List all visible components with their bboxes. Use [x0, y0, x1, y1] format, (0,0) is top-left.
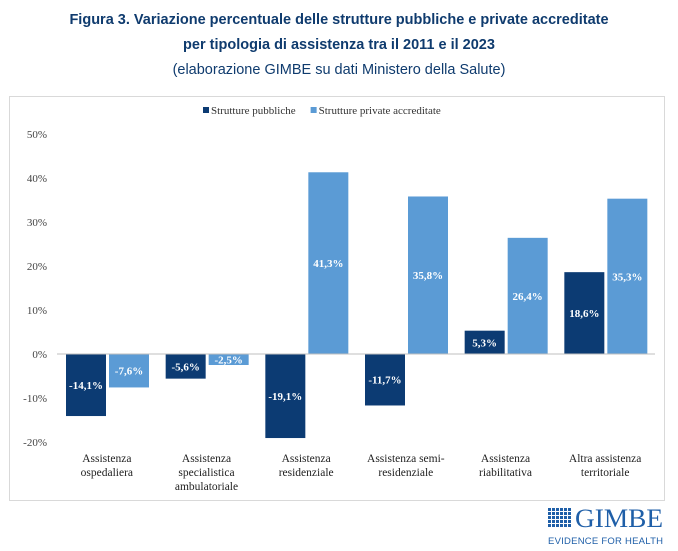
- logo-dot: [556, 508, 559, 511]
- logo-name: GIMBE: [575, 504, 663, 533]
- logo-dot: [560, 516, 563, 519]
- logo-dot: [552, 524, 555, 527]
- logo-tagline: EVIDENCE FOR HEALTH: [548, 536, 663, 547]
- bar: [365, 354, 405, 406]
- logo-dot: [552, 516, 555, 519]
- x-tick-label: residenziale: [378, 467, 433, 479]
- x-tick-label: Altra assistenza: [569, 453, 642, 465]
- y-tick-label: -20%: [23, 437, 47, 449]
- data-label: -2,5%: [214, 355, 242, 367]
- logo-dot: [560, 520, 563, 523]
- logo-dot: [556, 520, 559, 523]
- x-tick-label: Assistenza: [182, 453, 231, 465]
- logo-dot: [560, 524, 563, 527]
- y-tick-label: -10%: [23, 393, 47, 405]
- logo-dot: [560, 512, 563, 515]
- bar: [408, 196, 448, 354]
- x-tick-label: territoriale: [581, 467, 630, 479]
- legend-swatch: [310, 107, 317, 113]
- chart-frame: [9, 96, 665, 501]
- logo-dot: [548, 520, 551, 523]
- data-label: -5,6%: [171, 361, 199, 373]
- legend-swatch: [203, 107, 209, 113]
- bar: [607, 198, 648, 354]
- data-label: -7,6%: [115, 366, 143, 378]
- logo-dot: [564, 520, 567, 523]
- logo-dot: [564, 524, 567, 527]
- logo-dot: [564, 512, 567, 515]
- bar: [66, 354, 106, 417]
- logo-dot: [564, 516, 567, 519]
- x-tick-label: residenziale: [279, 467, 334, 479]
- logo-dot: [556, 524, 559, 527]
- logo-dot: [568, 512, 571, 515]
- x-tick-label: Assistenza: [481, 453, 530, 465]
- x-tick-label: Assistenza: [282, 453, 331, 465]
- data-label: 35,3%: [612, 271, 642, 283]
- logo-dot: [552, 512, 555, 515]
- data-label: -19,1%: [268, 391, 302, 403]
- chart-subtitle: (elaborazione GIMBE su dati Ministero de…: [172, 62, 506, 78]
- logo-dot: [568, 516, 571, 519]
- data-label: 41,3%: [313, 258, 343, 270]
- chart-title: Figura 3. Variazione percentuale delle s…: [69, 12, 609, 28]
- y-tick-label: 20%: [27, 261, 47, 273]
- data-label: 18,6%: [569, 308, 599, 320]
- data-label: 5,3%: [472, 337, 497, 349]
- x-tick-label: ambulatoriale: [175, 481, 238, 493]
- bar: [208, 354, 249, 365]
- gimbe-logo: GIMBE EVIDENCE FOR HEALTH: [548, 504, 663, 547]
- bar: [507, 237, 548, 354]
- x-tick-label: Assistenza semi-: [367, 453, 445, 465]
- chart-title-line2: per tipologia di assistenza tra il 2011 …: [183, 37, 495, 53]
- logo-dot: [568, 520, 571, 523]
- logo-dot: [552, 508, 555, 511]
- logo-dot: [552, 520, 555, 523]
- logo-dot: [568, 524, 571, 527]
- bar: [464, 330, 505, 354]
- x-tick-label: riabilitativa: [479, 467, 532, 479]
- x-tick-label: Assistenza: [82, 453, 131, 465]
- y-tick-label: 30%: [27, 217, 47, 229]
- bar: [265, 354, 306, 439]
- y-tick-label: 10%: [27, 305, 47, 317]
- y-tick-label: 50%: [27, 129, 47, 141]
- bar: [109, 354, 149, 388]
- data-label: -14,1%: [69, 380, 103, 392]
- logo-dot: [556, 516, 559, 519]
- data-label: -11,7%: [368, 375, 401, 387]
- logo-dot: [548, 508, 551, 511]
- legend-label: Strutture private accreditate: [319, 105, 441, 117]
- data-label: 35,8%: [413, 270, 443, 282]
- bar: [165, 354, 206, 379]
- logo-dot: [564, 508, 567, 511]
- logo-dot: [568, 508, 571, 511]
- logo-dot: [556, 512, 559, 515]
- logo-dot: [548, 512, 551, 515]
- y-tick-label: 0%: [32, 349, 47, 361]
- logo-dot: [548, 524, 551, 527]
- x-tick-label: specialistica: [178, 467, 234, 479]
- logo-dot: [560, 508, 563, 511]
- legend-label: Strutture pubbliche: [211, 105, 296, 117]
- y-tick-label: 40%: [27, 173, 47, 185]
- bar: [564, 272, 605, 354]
- logo-dot: [548, 516, 551, 519]
- data-label: 26,4%: [513, 291, 543, 303]
- bar: [308, 172, 349, 354]
- x-tick-label: ospedaliera: [81, 467, 133, 479]
